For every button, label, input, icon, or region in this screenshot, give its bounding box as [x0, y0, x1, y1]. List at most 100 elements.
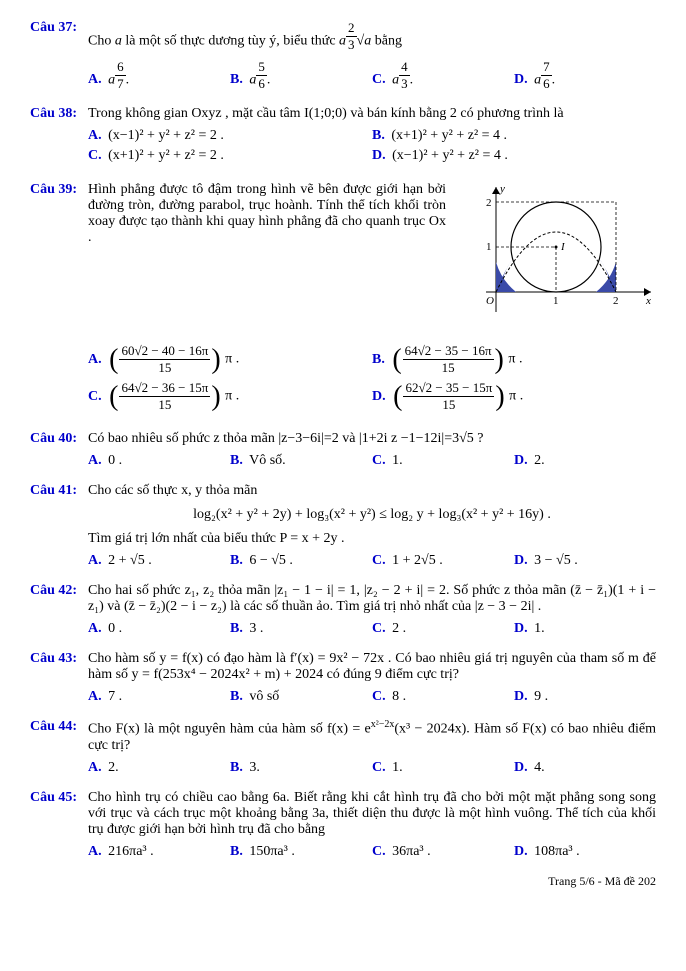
- q45-choice-a: 216πa³ .: [108, 844, 153, 859]
- q44-text-pre: Cho F(x) là một nguyên hàm của hàm số f(…: [88, 722, 371, 737]
- q41-text2: Tìm giá trị lớn nhất của biểu thức P = x…: [88, 531, 345, 546]
- q38-label: Câu 38:: [30, 106, 88, 168]
- q45-opt-b: B.: [230, 844, 243, 859]
- q41-opt-d: D.: [514, 553, 528, 568]
- q39-opt-b: B.: [372, 352, 385, 367]
- q43-opt-a: A.: [88, 689, 102, 704]
- question-37: Câu 37: Cho a là một số thực dương tùy ý…: [30, 20, 656, 92]
- question-44: Câu 44: Cho F(x) là một nguyên hàm của h…: [30, 719, 656, 776]
- svg-text:I: I: [560, 241, 566, 253]
- q44-body: Cho F(x) là một nguyên hàm của hàm số f(…: [88, 719, 656, 776]
- q44-choice-c: 1.: [392, 760, 403, 775]
- q37-text-pre: Cho: [88, 33, 115, 48]
- q41-label: Câu 41:: [30, 483, 88, 569]
- q38-opt-d: D.: [372, 148, 386, 163]
- q43-choice-a: 7 .: [108, 689, 122, 704]
- q43-opt-d: D.: [514, 689, 528, 704]
- q38-choices: A. (x−1)² + y² + z² = 2 . B. (x+1)² + y²…: [88, 128, 656, 168]
- q43-choices: A. 7 . B. vô số C. 8 . D. 9 .: [88, 689, 656, 705]
- q45-text: Cho hình trụ có chiều cao bằng 6a. Biết …: [88, 790, 656, 837]
- q44-exp: x²−2x: [371, 719, 395, 730]
- q41-choice-d: 3 − √5 .: [534, 553, 578, 568]
- q37-opt-b: B.: [230, 72, 243, 87]
- q41-choices: A. 2 + √5 . B. 6 − √5 . C. 1 + 2√5 . D. …: [88, 553, 656, 569]
- q42-opt-b: B.: [230, 621, 243, 636]
- q41-text: Cho các số thực x, y thỏa mãn: [88, 483, 257, 498]
- q42-text: Cho hai số phức z₁, z₂ thỏa mãn |z₁ − 1 …: [88, 583, 656, 614]
- q39-choices: A. (60√2 − 40 − 16π15) π . B. (64√2 − 35…: [88, 343, 656, 417]
- q40-choices: A. 0 . B. Vô số. C. 1. D. 2.: [88, 453, 656, 469]
- q40-choice-c: 1.: [392, 453, 403, 468]
- q40-opt-b: B.: [230, 453, 243, 468]
- q39-text: Hình phẳng được tô đậm trong hình vẽ bên…: [88, 182, 446, 246]
- q37-text-mid: là một số thực dương tùy ý, biểu thức: [122, 33, 339, 48]
- q41-choice-a: 2 + √5 .: [108, 553, 152, 568]
- q38-choice-c: (x+1)² + y² + z² = 2 .: [108, 148, 224, 163]
- q41-opt-c: C.: [372, 553, 386, 568]
- q41-choice-b: 6 − √5 .: [249, 553, 293, 568]
- q44-opt-c: C.: [372, 760, 386, 775]
- q44-opt-b: B.: [230, 760, 243, 775]
- q37-opt-a: A.: [88, 72, 102, 87]
- q44-opt-a: A.: [88, 760, 102, 775]
- q45-opt-c: C.: [372, 844, 386, 859]
- q39-opt-a: A.: [88, 352, 102, 367]
- q39-body: Hình phẳng được tô đậm trong hình vẽ bên…: [88, 182, 656, 417]
- q38-opt-c: C.: [88, 148, 102, 163]
- q42-choice-d: 1.: [534, 621, 545, 636]
- q39-opt-d: D.: [372, 389, 386, 404]
- q41-eq: log₂(x² + y² + 2y) + log₃(x² + y²) ≤ log…: [88, 507, 656, 523]
- svg-text:1: 1: [486, 241, 492, 253]
- q45-choice-c: 36πa³ .: [392, 844, 430, 859]
- svg-text:1: 1: [553, 295, 559, 307]
- q40-choice-a: 0 .: [108, 453, 122, 468]
- q41-opt-a: A.: [88, 553, 102, 568]
- q43-body: Cho hàm số y = f(x) có đạo hàm là f′(x) …: [88, 651, 656, 705]
- q45-opt-d: D.: [514, 844, 528, 859]
- q42-body: Cho hai số phức z₁, z₂ thỏa mãn |z₁ − 1 …: [88, 583, 656, 637]
- q43-label: Câu 43:: [30, 651, 88, 705]
- q38-body: Trong không gian Oxyz , mặt cầu tâm I(1;…: [88, 106, 656, 168]
- q40-choice-d: 2.: [534, 453, 545, 468]
- q38-choice-b: (x+1)² + y² + z² = 4 .: [391, 128, 507, 143]
- q40-label: Câu 40:: [30, 431, 88, 469]
- q37-text-post: bằng: [375, 33, 402, 48]
- q44-opt-d: D.: [514, 760, 528, 775]
- q45-label: Câu 45:: [30, 790, 88, 860]
- question-40: Câu 40: Có bao nhiêu số phức z thỏa mãn …: [30, 431, 656, 469]
- q45-opt-a: A.: [88, 844, 102, 859]
- q41-opt-b: B.: [230, 553, 243, 568]
- q38-opt-b: B.: [372, 128, 385, 143]
- q40-body: Có bao nhiêu số phức z thỏa mãn |z−3−6i|…: [88, 431, 656, 469]
- svg-text:2: 2: [486, 197, 492, 209]
- q43-text: Cho hàm số y = f(x) có đạo hàm là f′(x) …: [88, 651, 656, 682]
- q41-choice-c: 1 + 2√5 .: [392, 553, 443, 568]
- q43-choice-b: vô số: [249, 689, 279, 704]
- q44-choice-a: 2.: [108, 760, 119, 775]
- q43-opt-c: C.: [372, 689, 386, 704]
- q39-label: Câu 39:: [30, 182, 88, 417]
- q42-choice-b: 3 .: [249, 621, 263, 636]
- q43-choice-c: 8 .: [392, 689, 406, 704]
- q38-text: Trong không gian Oxyz , mặt cầu tâm I(1;…: [88, 106, 564, 121]
- question-43: Câu 43: Cho hàm số y = f(x) có đạo hàm l…: [30, 651, 656, 705]
- q37-opt-d: D.: [514, 72, 528, 87]
- page-footer: Trang 5/6 - Mã đề 202: [30, 874, 656, 889]
- q40-opt-d: D.: [514, 453, 528, 468]
- q39-diagram: y x O 1 2 I 1 2: [456, 182, 656, 337]
- q42-choice-c: 2 .: [392, 621, 406, 636]
- svg-text:x: x: [645, 295, 651, 307]
- q44-choice-b: 3.: [249, 760, 260, 775]
- q37-label: Câu 37:: [30, 20, 88, 92]
- q44-choice-d: 4.: [534, 760, 545, 775]
- q37-body: Cho a là một số thực dương tùy ý, biểu t…: [88, 20, 656, 92]
- q38-choice-a: (x−1)² + y² + z² = 2 .: [108, 128, 224, 143]
- q42-opt-c: C.: [372, 621, 386, 636]
- q44-label: Câu 44:: [30, 719, 88, 776]
- q41-body: Cho các số thực x, y thỏa mãn log₂(x² + …: [88, 483, 656, 569]
- q38-choice-d: (x−1)² + y² + z² = 4 .: [392, 148, 508, 163]
- q42-label: Câu 42:: [30, 583, 88, 637]
- q40-text: Có bao nhiêu số phức z thỏa mãn |z−3−6i|…: [88, 431, 484, 446]
- question-39: Câu 39: Hình phẳng được tô đậm trong hìn…: [30, 182, 656, 417]
- q38-opt-a: A.: [88, 128, 102, 143]
